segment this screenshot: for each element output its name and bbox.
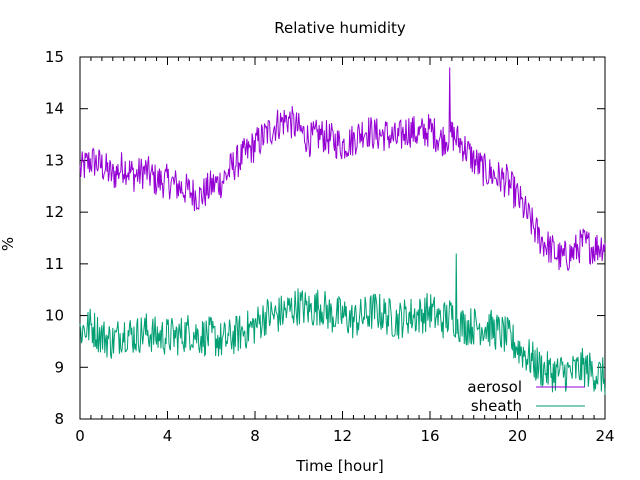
legend-label-aerosol: aerosol	[467, 378, 522, 396]
x-tick-label: 24	[595, 427, 614, 445]
y-tick-label: 10	[45, 307, 64, 325]
series-line-aerosol	[79, 67, 606, 271]
x-tick-label: 16	[420, 427, 439, 445]
axis-ticks: 0 4 8 12 16 20 24 8 9 10 11 12 13 14 15	[45, 48, 615, 445]
series-line-sheath	[79, 253, 606, 395]
x-tick-label: 0	[75, 427, 85, 445]
y-tick-label: 12	[45, 203, 64, 221]
x-tick-label: 12	[333, 427, 352, 445]
y-tick-label: 9	[54, 358, 64, 376]
x-axis-label: Time [hour]	[295, 457, 384, 475]
y-tick-label: 14	[45, 100, 64, 118]
y-tick-label: 13	[45, 151, 64, 169]
x-tick-label: 8	[250, 427, 260, 445]
y-axis-label: %	[0, 237, 17, 251]
y-tick-label: 8	[54, 410, 64, 428]
legend-label-sheath: sheath	[471, 397, 522, 415]
chart-title: Relative humidity	[274, 19, 406, 37]
y-tick-label: 15	[45, 48, 64, 66]
series-group	[79, 67, 606, 395]
y-tick-label: 11	[45, 255, 64, 273]
x-tick-label: 4	[163, 427, 173, 445]
x-tick-label: 20	[508, 427, 527, 445]
